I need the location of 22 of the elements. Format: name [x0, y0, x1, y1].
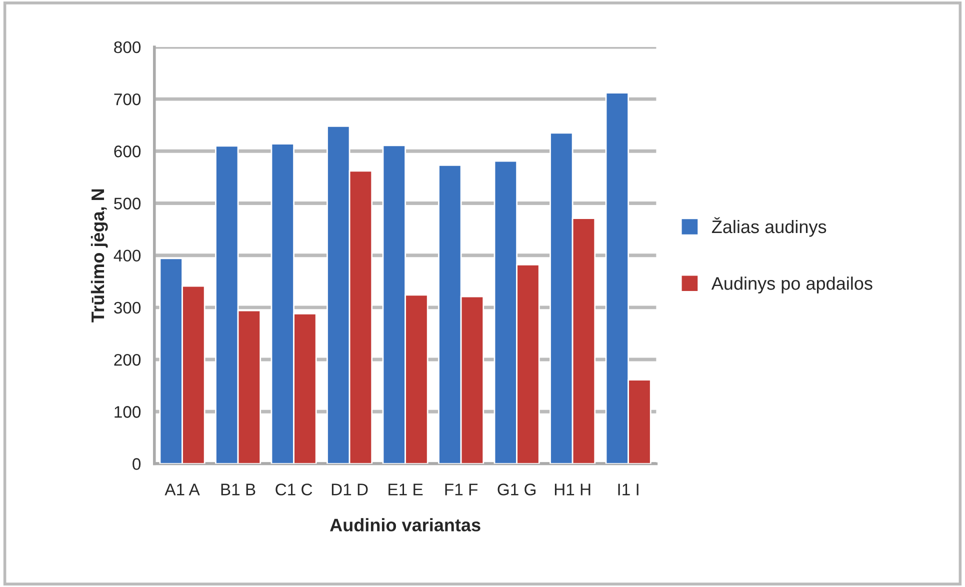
y-tick-label: 100: [114, 406, 141, 418]
y-tick-label: 600: [114, 146, 141, 158]
y-tick-label: 500: [114, 198, 141, 210]
y-tick-label: 800: [114, 41, 141, 54]
x-tick-label: E1 E: [388, 484, 423, 496]
x-tick-label: B1 B: [221, 484, 256, 496]
x-tick-label: D1 D: [332, 484, 368, 496]
legend-label: Audinys po apdailos: [711, 276, 872, 294]
y-tick-label: 700: [114, 93, 141, 106]
x-tick-label: H1 H: [554, 484, 590, 496]
x-tick-label: C1 C: [276, 484, 312, 496]
y-tick-label: 200: [114, 354, 141, 366]
y-axis-title: Trūkimo jėga, N: [90, 189, 108, 322]
y-tick-label: 400: [114, 250, 141, 262]
x-tick-label: G1 G: [498, 484, 536, 496]
x-axis-title: Audinio variantas: [330, 518, 480, 532]
x-tick-label: I1 I: [618, 484, 638, 496]
y-tick-label: 300: [114, 302, 141, 314]
legend-label: Žalias audinys: [712, 217, 826, 237]
x-tick-label: A1 A: [164, 484, 200, 496]
y-tick-label: 0: [132, 458, 141, 470]
x-tick-label: F1 F: [445, 484, 478, 496]
